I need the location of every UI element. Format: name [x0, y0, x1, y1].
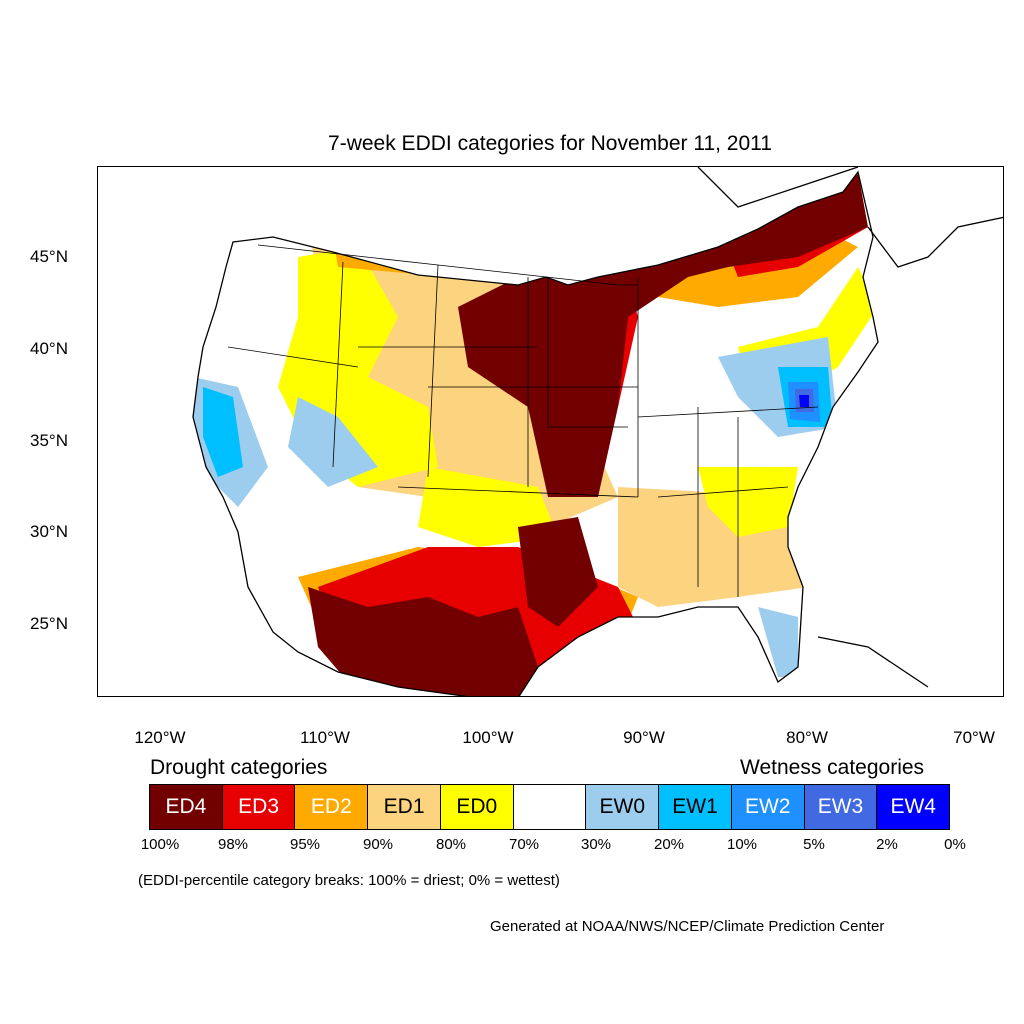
- conus-outline: [192, 170, 879, 696]
- pct-label-95: 95%: [289, 836, 321, 853]
- pct-label-100: 100%: [140, 836, 180, 853]
- legend-label-ew0: EW0: [599, 795, 646, 818]
- lon-label-80: 80°W: [786, 728, 828, 747]
- canada-coastline: [697, 167, 1003, 268]
- pct-label-70: 70%: [508, 836, 540, 853]
- legend-box-ew2: EW2: [730, 784, 805, 830]
- legend-box-ed0: ED0: [439, 784, 514, 830]
- legend-box-ew4: EW4: [876, 784, 951, 830]
- ew0-region-florida: [758, 607, 798, 677]
- legend-box-ed4: ED4: [149, 784, 223, 830]
- ew0-region-great-basin: [288, 397, 378, 487]
- lat-label-35: 35°N: [30, 431, 68, 450]
- lat-label-25: 25°N: [30, 614, 68, 633]
- drought-heading: Drought categories: [150, 756, 328, 779]
- legend-label-ed3: ED3: [238, 795, 280, 818]
- legend-label-ed4: ED4: [165, 795, 207, 818]
- ew1-region-california: [203, 387, 243, 477]
- lat-label-45: 45°N: [30, 247, 68, 266]
- ed4-region-east-texas: [518, 517, 598, 627]
- lon-label-100: 100°W: [462, 728, 514, 747]
- ed0-region-southeast: [698, 467, 798, 537]
- pct-label-2: 2%: [876, 836, 898, 853]
- pct-label-90: 90%: [362, 836, 394, 853]
- category-break-note: (EDDI-percentile category breaks: 100% =…: [138, 872, 560, 889]
- legend-label-ew3: EW3: [817, 795, 864, 818]
- pct-label-5: 5%: [803, 836, 825, 853]
- lon-label-110: 110°W: [300, 728, 350, 747]
- legend-box-ed1: ED1: [367, 784, 441, 830]
- lon-label-70: 70°W: [953, 728, 995, 747]
- cuba-coastline: [817, 636, 929, 688]
- ed4-region-mexico: [308, 587, 538, 696]
- lon-label-90: 90°W: [623, 728, 665, 747]
- legend-label-ed0: ED0: [456, 795, 498, 818]
- pct-label-10: 10%: [726, 836, 758, 853]
- map-frame: [97, 166, 1004, 697]
- legend-label-ew2: EW2: [744, 795, 791, 818]
- legend-label-ew1: EW1: [672, 795, 718, 818]
- legend-box-ed2: ED2: [294, 784, 369, 830]
- ew4-region-midatlantic: [799, 395, 809, 407]
- wetness-heading: Wetness categories: [740, 756, 925, 779]
- lat-label-40: 40°N: [30, 339, 68, 358]
- pct-label-30: 30%: [580, 836, 612, 853]
- legend-bar: ED4 ED3 ED2 ED1 ED0 EW0 EW1 EW2 EW3 EW4: [149, 784, 951, 830]
- legend-box-ew3: EW3: [803, 784, 878, 830]
- pct-label-0: 0%: [944, 836, 966, 853]
- eddi-map: [192, 167, 1003, 696]
- lat-label-30: 30°N: [30, 522, 68, 541]
- legend-box-neutral: [512, 784, 587, 830]
- pct-label-80: 80%: [435, 836, 467, 853]
- legend-box-ew1: EW1: [658, 784, 732, 830]
- pct-label-98: 98%: [217, 836, 249, 853]
- credit-line: Generated at NOAA/NWS/NCEP/Climate Predi…: [490, 918, 885, 935]
- map-title: 7-week EDDI categories for November 11, …: [328, 132, 772, 155]
- pct-label-20: 20%: [653, 836, 685, 853]
- lon-label-120: 120°W: [134, 728, 186, 747]
- state-boundaries: [227, 244, 819, 597]
- legend-label-ew4: EW4: [890, 795, 936, 818]
- legend-label-ed2: ED2: [310, 795, 352, 818]
- legend-box-ew0: EW0: [585, 784, 660, 830]
- legend-label-ed1: ED1: [383, 795, 425, 818]
- legend-box-ed3: ED3: [221, 784, 296, 830]
